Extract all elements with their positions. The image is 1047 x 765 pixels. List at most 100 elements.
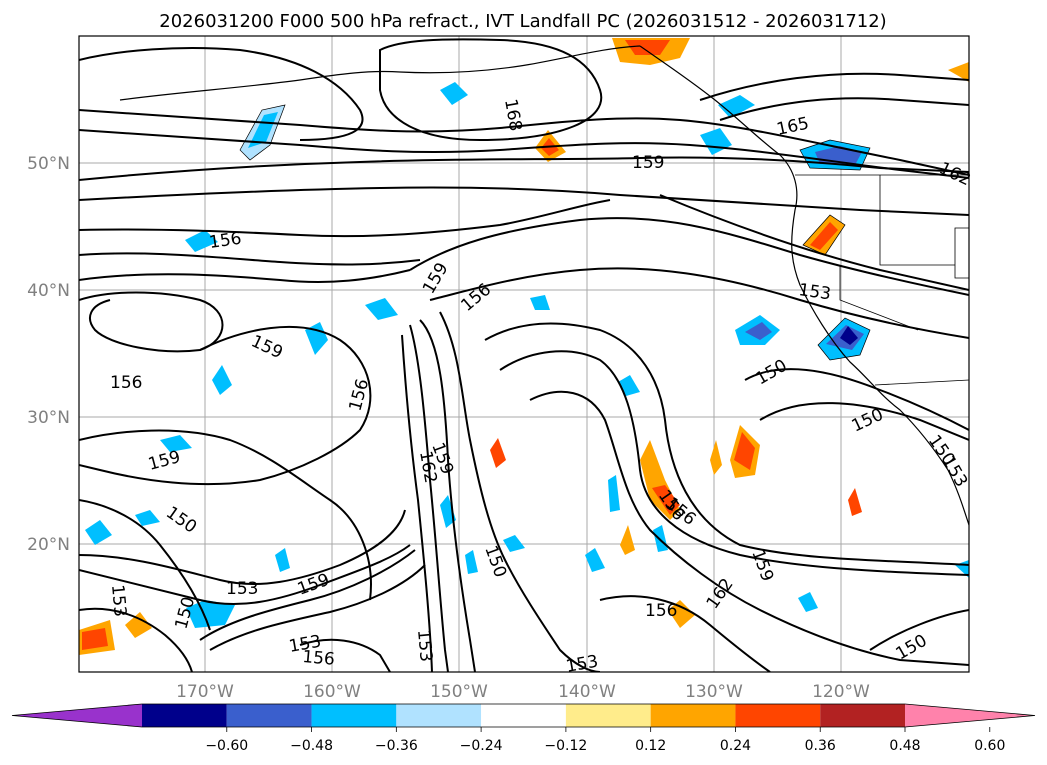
anomaly-patch bbox=[718, 95, 755, 118]
contour-label: 153 bbox=[226, 579, 258, 599]
contour-label: 156 bbox=[302, 647, 336, 670]
colorbar-extension-high bbox=[905, 704, 1035, 727]
colorbar-outline bbox=[11, 703, 1036, 728]
colorbar-segment bbox=[820, 704, 905, 727]
shade-outlines bbox=[239, 104, 871, 361]
anomaly-patch bbox=[625, 40, 670, 55]
anomaly-patch bbox=[365, 298, 398, 320]
border-us-mexico bbox=[874, 379, 969, 386]
contour-line bbox=[419, 319, 476, 672]
anomaly-patch bbox=[185, 230, 218, 252]
colorbar-segment bbox=[226, 704, 312, 727]
contour-line bbox=[79, 252, 421, 266]
contour-label: 153 bbox=[413, 629, 436, 663]
anomaly-patch bbox=[948, 62, 969, 82]
contour-line bbox=[79, 186, 969, 216]
anomaly-patch bbox=[798, 592, 818, 612]
contour-label: 159 bbox=[632, 153, 664, 173]
anomaly-patch bbox=[125, 612, 152, 638]
contour-line bbox=[79, 199, 611, 238]
anomaly-patch bbox=[745, 322, 772, 340]
contour-line bbox=[659, 194, 969, 291]
anomaly-patch bbox=[135, 510, 160, 526]
colorbar-tick-label: −0.24 bbox=[460, 738, 503, 754]
contour-line bbox=[409, 217, 969, 296]
lon-label-140w: 140°W bbox=[558, 682, 616, 702]
contour-label: 156 bbox=[645, 601, 677, 621]
lon-label-160w: 160°W bbox=[303, 682, 361, 702]
coastlines bbox=[119, 45, 969, 526]
anomaly-patch bbox=[848, 488, 862, 516]
anomaly-patch bbox=[82, 628, 108, 650]
contour-line bbox=[429, 267, 969, 339]
shade-outline bbox=[802, 214, 846, 256]
border-state bbox=[879, 175, 955, 266]
colorbar-tick-label: −0.36 bbox=[375, 738, 418, 754]
colorbar-segment bbox=[142, 704, 227, 727]
coastline-north-america bbox=[639, 45, 969, 526]
anomaly-patch bbox=[85, 520, 112, 545]
lat-label-40n: 40°N bbox=[27, 281, 70, 301]
figure-title: 2026031200 F000 500 hPa refract., IVT La… bbox=[159, 11, 886, 32]
anomaly-patch bbox=[668, 600, 695, 628]
contour-lines bbox=[79, 38, 969, 672]
anomaly-patch bbox=[160, 435, 192, 452]
contour-label: 156 bbox=[110, 373, 142, 393]
anomaly-patch bbox=[465, 550, 478, 574]
colorbar-tick-label: 0.12 bbox=[635, 738, 666, 754]
colorbar-segment bbox=[735, 704, 821, 727]
contour-line bbox=[869, 609, 969, 651]
contour-line bbox=[759, 402, 969, 441]
contour-line bbox=[209, 564, 426, 651]
colorbar-tick-label: −0.12 bbox=[544, 738, 587, 754]
contour-line bbox=[529, 390, 969, 666]
contour-line bbox=[401, 334, 433, 672]
colorbar-segment bbox=[481, 704, 566, 727]
contour-line bbox=[79, 607, 193, 672]
contour-line bbox=[409, 324, 449, 672]
colorbar: −0.60 −0.48 −0.36 −0.24 −0.12 0.12 0.24 0.36 0.4… bbox=[11, 703, 1036, 754]
anomaly-patch bbox=[440, 82, 468, 105]
anomaly-patch bbox=[440, 495, 456, 528]
contour-line bbox=[484, 322, 969, 566]
colorbar-tick-label: 0.60 bbox=[974, 738, 1005, 754]
contour-line bbox=[439, 311, 601, 672]
map-panel: 168 165 162 159 159 156 156 159 156 153 … bbox=[78, 35, 974, 677]
contour-line bbox=[699, 72, 969, 101]
lat-label-20n: 20°N bbox=[27, 535, 70, 555]
contour-label: 153 bbox=[564, 652, 599, 677]
contour-line bbox=[79, 325, 372, 486]
lon-label-150w: 150°W bbox=[430, 682, 488, 702]
anomaly-patch bbox=[585, 548, 605, 572]
contour-line bbox=[199, 549, 416, 641]
contour-line bbox=[79, 429, 372, 601]
map-frame bbox=[78, 35, 970, 673]
contour-line bbox=[79, 509, 406, 585]
contour-line bbox=[379, 38, 603, 142]
contour-label: 153 bbox=[797, 280, 832, 304]
lon-label-170w: 170°W bbox=[176, 682, 234, 702]
colorbar-tick-label: 0.48 bbox=[889, 738, 920, 754]
borders bbox=[795, 174, 969, 386]
anomaly-patch bbox=[710, 440, 722, 475]
anomaly-patch bbox=[530, 295, 550, 310]
colorbar-tick-label: 0.36 bbox=[805, 738, 836, 754]
shade-outline bbox=[817, 317, 871, 361]
anomaly-patch bbox=[275, 548, 290, 572]
anomaly-patch bbox=[652, 485, 680, 515]
shade-outline bbox=[799, 139, 871, 171]
anomaly-patch bbox=[305, 322, 328, 355]
colorbar-segment bbox=[396, 704, 482, 727]
anomaly-patch bbox=[810, 222, 838, 250]
anomaly-patch bbox=[653, 525, 668, 552]
border-state bbox=[839, 265, 919, 331]
contour-line bbox=[79, 47, 364, 141]
colorbar-tick-label: −0.60 bbox=[205, 738, 248, 754]
lon-label-120w: 120°W bbox=[812, 682, 870, 702]
shade-outline bbox=[239, 104, 286, 161]
anomaly-patch bbox=[248, 112, 278, 148]
lat-tick-labels: 50°N 40°N 30°N 20°N bbox=[27, 154, 70, 555]
contour-line bbox=[79, 156, 969, 181]
anomaly-patch bbox=[734, 432, 755, 470]
contour-label: 156 bbox=[208, 229, 243, 253]
